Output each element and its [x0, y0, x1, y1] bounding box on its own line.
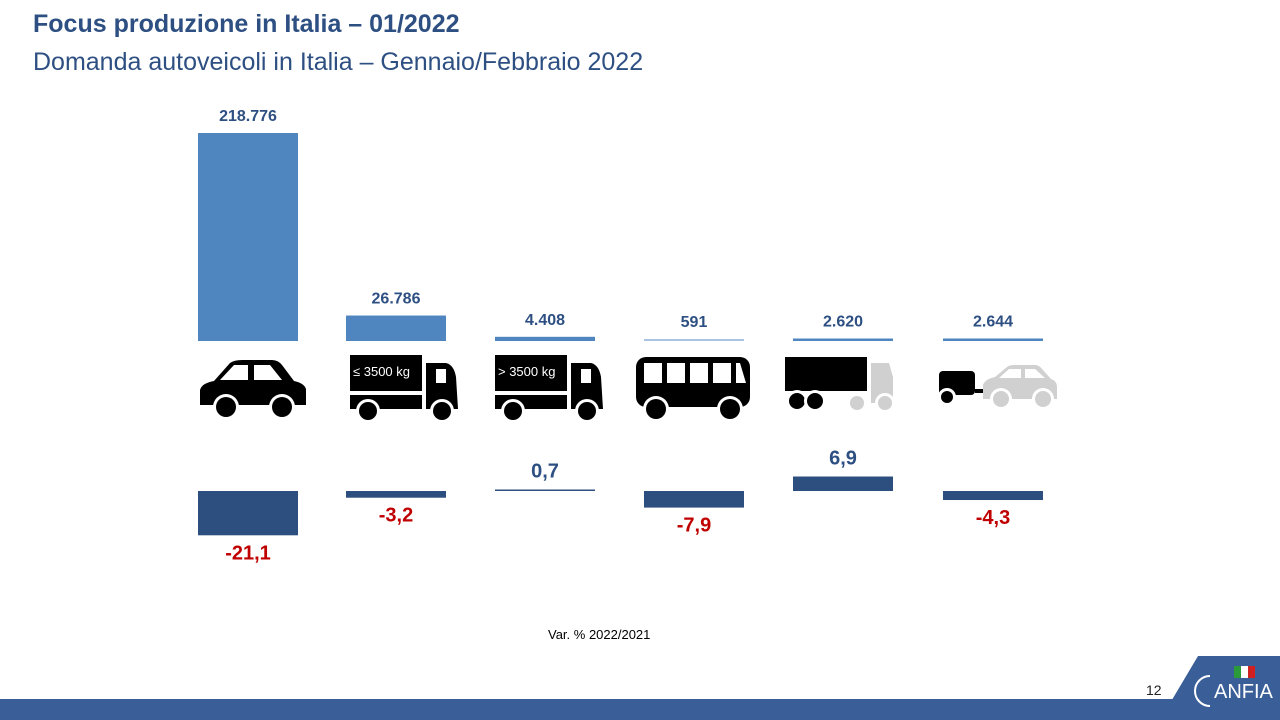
variation-bar [644, 491, 744, 508]
chart: 218.776 -21,1 26.786 -3,2 ≤ 3500 kg 4.408 0,7 >… [198, 108, 1057, 564]
page-number: 12 [1146, 682, 1162, 698]
variation-bar [198, 491, 298, 536]
car-icon [200, 360, 306, 420]
volume-bar [793, 338, 893, 341]
variation-bar [346, 491, 446, 498]
slide-title: Focus produzione in Italia – 01/2022 [33, 10, 460, 38]
trailer-icon [938, 365, 1057, 410]
volume-bar [198, 133, 298, 341]
volume-bar [943, 338, 1043, 341]
volume-label: 218.776 [219, 108, 277, 125]
volume-label: 26.786 [372, 291, 421, 308]
svg-text:ANFIA: ANFIA [1214, 681, 1274, 703]
truck-icon: > 3500 kg [495, 355, 603, 423]
variation-bar [495, 489, 595, 491]
volume-label: 2.620 [823, 314, 863, 331]
footer-bar [0, 699, 1280, 720]
bus-icon [636, 357, 750, 422]
volume-bar [495, 336, 595, 341]
volume-label: 2.644 [973, 313, 1013, 330]
variation-label: -7,9 [677, 515, 711, 537]
weight-class-label: ≤ 3500 kg [353, 364, 410, 379]
weight-class-label: > 3500 kg [498, 364, 555, 379]
variation-bar [793, 476, 893, 491]
volume-label: 4.408 [525, 312, 565, 329]
volume-bar [346, 315, 446, 341]
variation-label: 6,9 [829, 448, 857, 470]
volume-label: 591 [681, 314, 708, 331]
semi-icon [785, 357, 895, 413]
slide-subtitle: Domanda autoveicoli in Italia – Gennaio/… [33, 48, 644, 76]
van-icon: ≤ 3500 kg [350, 355, 458, 423]
anfia-logo: ANFIA [1160, 656, 1280, 720]
variation-label: -4,3 [976, 507, 1010, 529]
volume-bar [644, 339, 744, 341]
variation-label: -21,1 [225, 542, 271, 564]
variation-axis-label: Var. % 2022/2021 [548, 627, 651, 642]
variation-label: 0,7 [531, 461, 559, 483]
variation-label: -3,2 [379, 505, 413, 527]
variation-bar [943, 491, 1043, 501]
